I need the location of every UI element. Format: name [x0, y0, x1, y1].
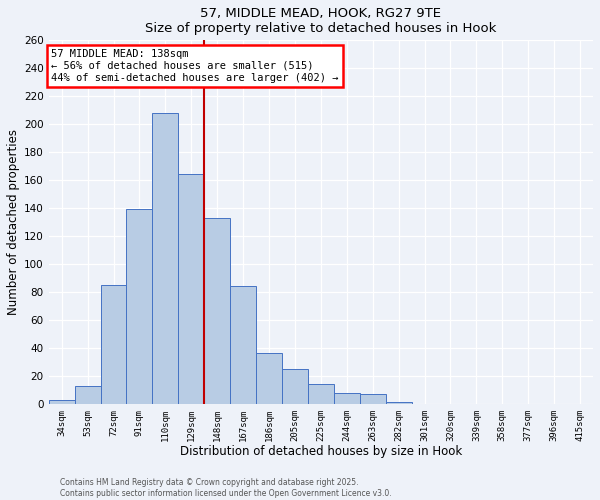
- Bar: [256, 354, 282, 404]
- Text: 57 MIDDLE MEAD: 138sqm
← 56% of detached houses are smaller (515)
44% of semi-de: 57 MIDDLE MEAD: 138sqm ← 56% of detached…: [52, 50, 339, 82]
- Y-axis label: Number of detached properties: Number of detached properties: [7, 129, 20, 315]
- Bar: [334, 392, 360, 404]
- X-axis label: Distribution of detached houses by size in Hook: Distribution of detached houses by size …: [180, 445, 462, 458]
- Bar: [282, 369, 308, 404]
- Bar: [230, 286, 256, 404]
- Bar: [49, 400, 74, 404]
- Bar: [386, 402, 412, 404]
- Title: 57, MIDDLE MEAD, HOOK, RG27 9TE
Size of property relative to detached houses in : 57, MIDDLE MEAD, HOOK, RG27 9TE Size of …: [145, 7, 497, 35]
- Bar: [360, 394, 386, 404]
- Bar: [204, 218, 230, 404]
- Bar: [308, 384, 334, 404]
- Bar: [178, 174, 204, 404]
- Bar: [101, 285, 127, 404]
- Text: Contains HM Land Registry data © Crown copyright and database right 2025.
Contai: Contains HM Land Registry data © Crown c…: [60, 478, 392, 498]
- Bar: [152, 113, 178, 404]
- Bar: [74, 386, 101, 404]
- Bar: [127, 210, 152, 404]
